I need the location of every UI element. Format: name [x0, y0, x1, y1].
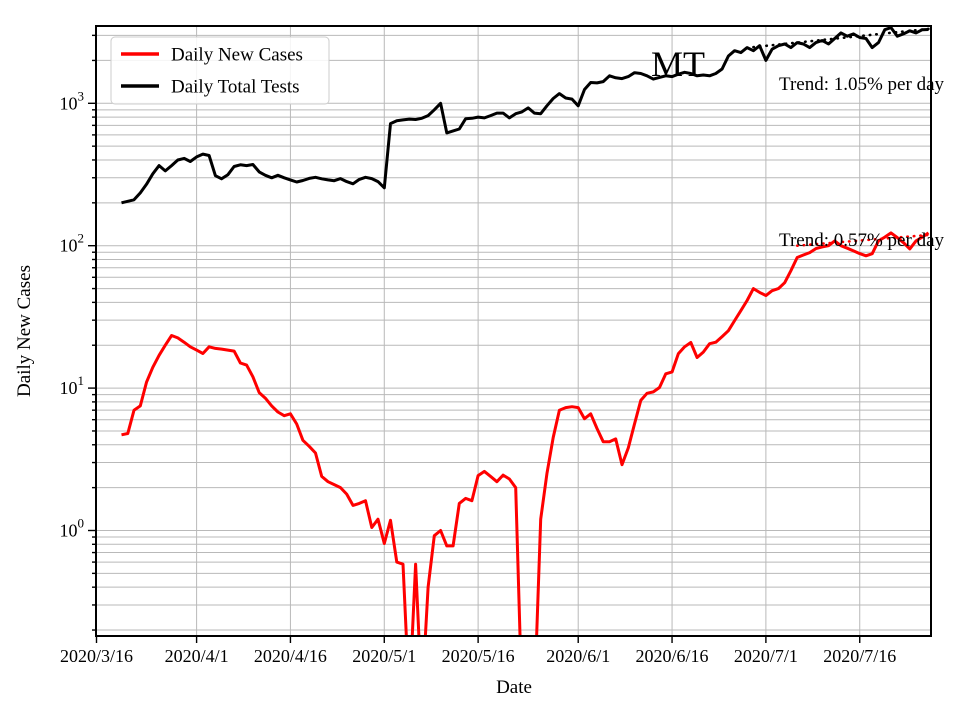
axis-ticks	[88, 34, 861, 643]
y-tick-label: 100	[60, 516, 85, 541]
y-tick-label: 103	[60, 88, 85, 113]
gridlines	[96, 26, 931, 636]
trend-dotted-line	[795, 233, 930, 247]
y-axis-label: Daily New Cases	[14, 265, 35, 397]
legend: Daily New Cases Daily Total Tests	[110, 36, 330, 105]
x-tick-label: 2020/4/16	[254, 646, 327, 666]
x-tick-label: 2020/5/1	[352, 646, 416, 666]
legend-label-cases: Daily New Cases	[171, 45, 303, 66]
y-tick-labels: 100 101 102 103	[60, 88, 85, 540]
x-tick-label: 2020/7/1	[734, 646, 798, 666]
series-line-daily-total-tests	[121, 26, 929, 205]
x-tick-label: 2020/5/16	[442, 646, 515, 666]
legend-label-tests: Daily Total Tests	[171, 77, 300, 98]
x-tick-label: 2020/4/1	[165, 646, 229, 666]
plot-frame	[95, 25, 932, 637]
trend-annotation-tests: Trend: 1.05% per day	[779, 74, 944, 95]
legend-box	[110, 36, 330, 105]
data-series	[121, 26, 930, 636]
x-tick-label: 2020/7/16	[823, 646, 896, 666]
y-tick-label: 101	[60, 373, 85, 398]
series-line-daily-new-cases	[121, 231, 930, 636]
x-tick-label: 2020/6/1	[546, 646, 610, 666]
x-axis-label: Date	[496, 677, 532, 698]
chart-title: MT	[651, 44, 705, 84]
trend-fit-lines	[752, 27, 930, 247]
y-tick-label: 102	[60, 231, 85, 256]
trend-annotation-cases: Trend: 0.57% per day	[779, 230, 944, 251]
x-tick-labels: 2020/3/16 2020/4/1 2020/4/16 2020/5/1 2020/5…	[60, 646, 896, 666]
x-tick-label: 2020/6/16	[636, 646, 709, 666]
x-tick-label: 2020/3/16	[60, 646, 133, 666]
